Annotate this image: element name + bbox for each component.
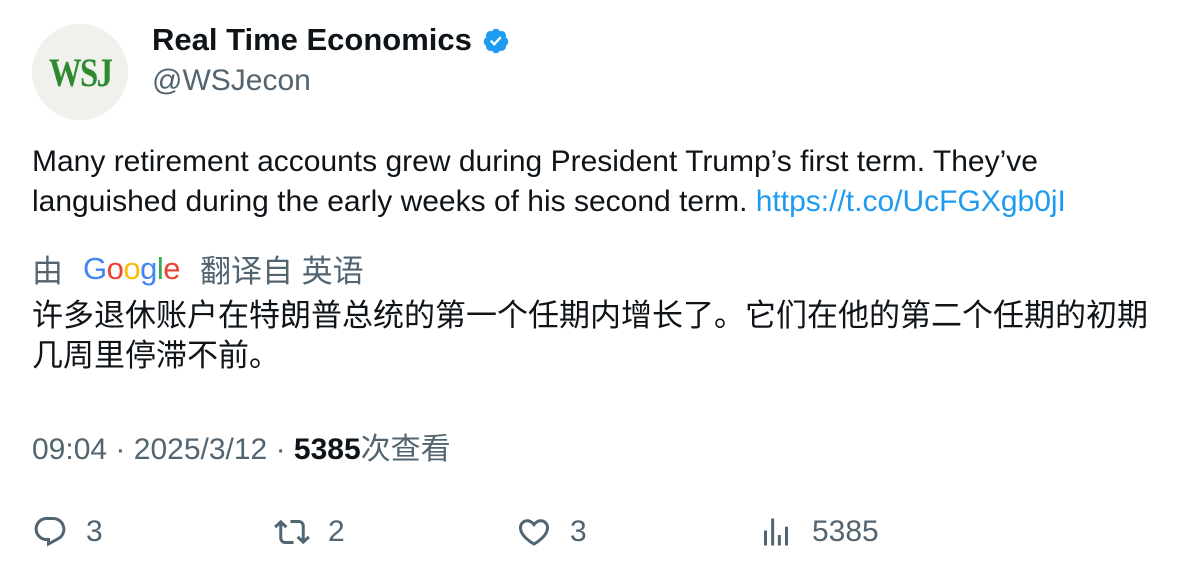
google-logo[interactable]: Google	[83, 250, 181, 287]
tweet-text: Many retirement accounts grew during Pre…	[32, 142, 1172, 222]
reply-icon	[34, 517, 66, 547]
verified-badge-icon	[483, 28, 509, 54]
google-letter: e	[163, 250, 181, 286]
retweet-count: 2	[328, 515, 345, 548]
tweet-date[interactable]: 2025/3/12	[133, 433, 268, 466]
account-name-row: Real Time Economics	[152, 22, 510, 58]
heart-icon	[518, 519, 550, 546]
like-count: 3	[570, 515, 587, 548]
google-letter: o	[123, 250, 141, 286]
google-letter: o	[106, 250, 124, 286]
tweet-link[interactable]: https://t.co/UcFGXgb0jI	[755, 185, 1066, 218]
retweet-icon	[274, 519, 310, 545]
translated-tweet-text: 许多退休账户在特朗普总统的第一个任期内增长了。它们在他的第二个任期的初期几周里停…	[32, 298, 1148, 373]
views-action-count: 5385	[812, 515, 879, 548]
google-letter: l	[156, 250, 164, 286]
like-button[interactable]: 3	[516, 510, 587, 554]
avatar-logo-text: WSJ	[48, 49, 113, 95]
retweet-button[interactable]: 2	[274, 510, 345, 554]
reply-count: 3	[86, 515, 103, 548]
avatar[interactable]: WSJ	[32, 24, 128, 120]
views-label: 次查看	[360, 433, 451, 466]
account-handle[interactable]: @WSJecon	[152, 64, 311, 97]
google-letter: g	[140, 250, 157, 286]
tweet-body: Many retirement accounts grew during Pre…	[32, 145, 1038, 218]
meta-separator: ·	[275, 433, 286, 466]
google-letter: G	[83, 250, 107, 286]
analytics-icon	[764, 518, 788, 546]
translation-attribution: 由 Google 翻译自 英语	[32, 246, 364, 291]
tweet-meta: 09:04 · 2025/3/12 · 5385次查看	[32, 424, 451, 468]
translated-from-label: 翻译自 英语	[200, 254, 364, 289]
views-button[interactable]: 5385	[758, 510, 879, 554]
meta-separator: ·	[115, 433, 126, 466]
account-name[interactable]: Real Time Economics	[152, 22, 472, 57]
views-count: 5385	[293, 433, 361, 466]
translated-by-label: 由	[32, 254, 63, 289]
tweet-time[interactable]: 09:04	[32, 433, 108, 466]
reply-button[interactable]: 3	[32, 510, 103, 554]
